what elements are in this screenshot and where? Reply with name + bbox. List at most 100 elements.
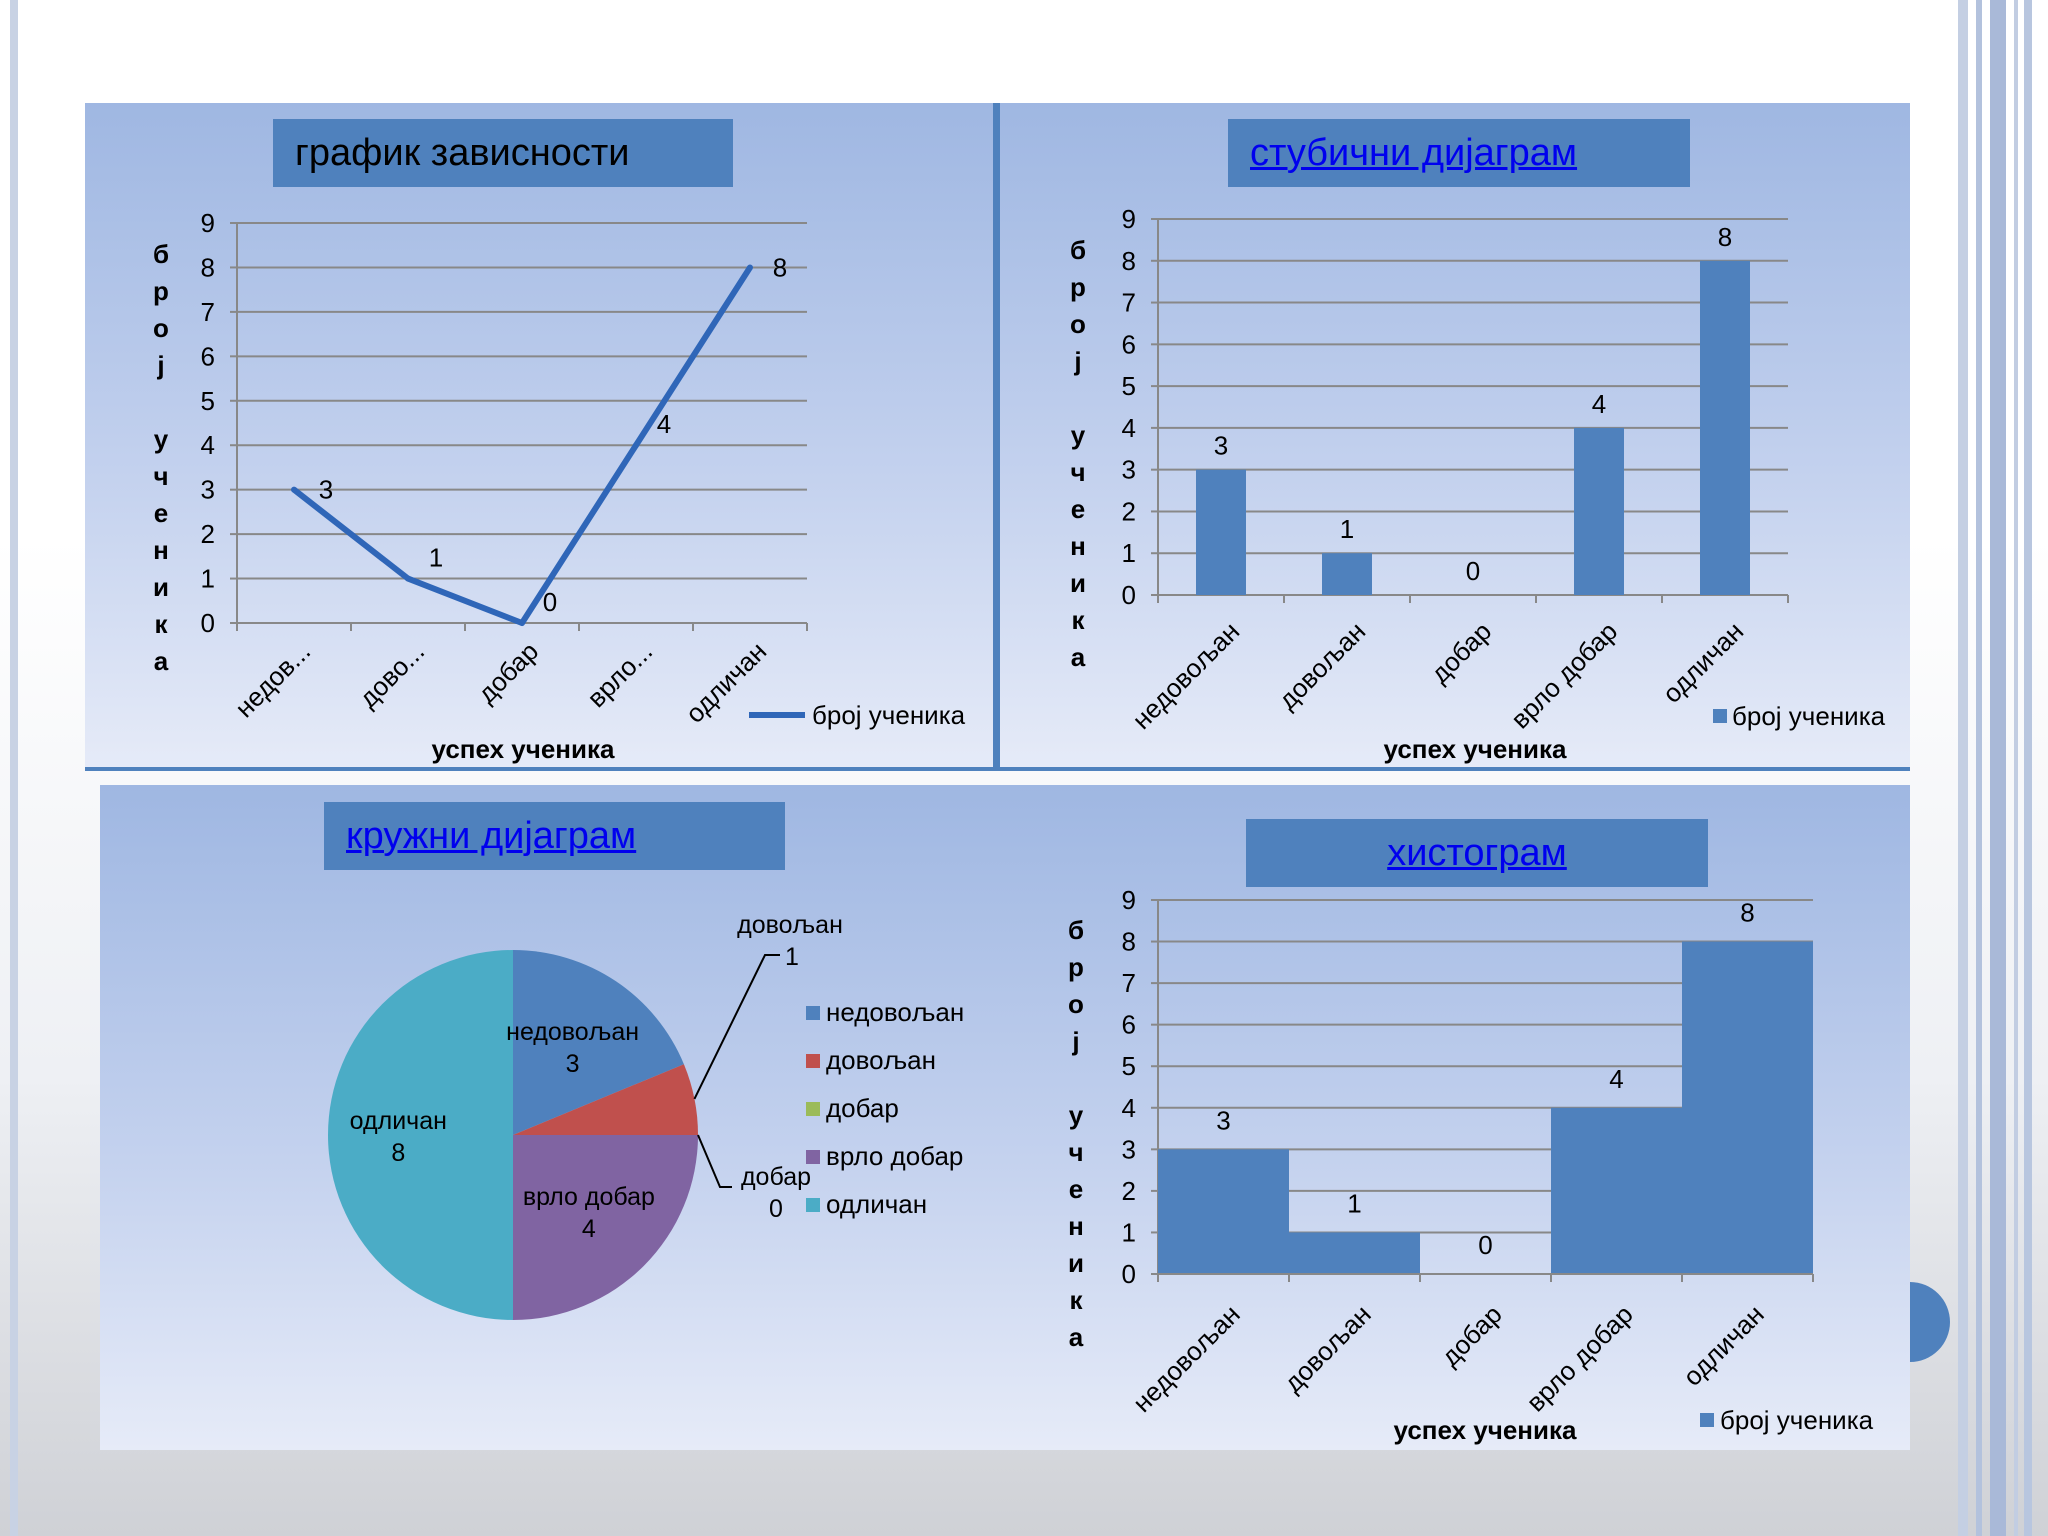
panel-separator [993, 103, 1000, 771]
y-axis-label-char: б [1068, 915, 1084, 945]
y-tick-label: 9 [1122, 885, 1136, 915]
x-tick-label: недов... [229, 636, 316, 723]
y-axis-label-char: к [154, 609, 168, 639]
y-tick-label: 4 [1122, 413, 1136, 443]
y-tick-label: 0 [1122, 1259, 1136, 1289]
data-label: 0 [1466, 556, 1480, 586]
y-axis-label-char: е [154, 498, 168, 528]
legend-swatch [806, 1150, 820, 1164]
x-tick-label: недовољан [1126, 616, 1245, 735]
y-tick-label: 3 [1122, 1134, 1136, 1164]
data-point [747, 264, 753, 271]
y-axis-label-char: к [1071, 605, 1085, 635]
y-tick-label: 7 [201, 297, 215, 327]
data-label: 0 [543, 587, 557, 617]
x-tick-label: врло добар [1520, 1299, 1638, 1417]
y-tick-label: 6 [201, 341, 215, 371]
x-tick-label: врло добар [1505, 616, 1623, 734]
histogram-bar [1551, 1107, 1682, 1274]
slice-label-value: 1 [785, 943, 799, 971]
legend-label: довољан [826, 1045, 936, 1075]
y-axis-label-char: а [1069, 1322, 1084, 1352]
legend-label: врло добар [826, 1141, 963, 1171]
x-axis-label: успех ученика [1394, 1415, 1577, 1445]
y-tick-label: 8 [1122, 246, 1136, 276]
y-tick-label: 5 [1122, 371, 1136, 401]
y-axis-label-char: и [1070, 568, 1086, 598]
y-axis-label-char: о [1070, 309, 1086, 339]
x-tick-label: добар [1425, 616, 1498, 689]
pie-slice [513, 950, 684, 1135]
x-axis-label: успех ученика [1384, 734, 1567, 764]
x-tick-label: довољан [1278, 1299, 1377, 1398]
histogram-chart: 0 1 2 3 4 5 6 7 8 9 број ученика успех ученика 3 1 0 4 8 н… [1068, 885, 1874, 1445]
leader-line [697, 1134, 732, 1188]
slice-label-category: недовољан [506, 1018, 639, 1046]
decor-bar [1990, 0, 2006, 1536]
x-tick-label: недовољан [1127, 1299, 1246, 1418]
decor-bar [1958, 0, 1968, 1536]
y-tick-label: 2 [1122, 496, 1136, 526]
y-tick-label: 2 [1122, 1176, 1136, 1206]
pie-chart: недовољан 3 врло добар 4 одличан 8 довољан 1 доб… [328, 911, 964, 1320]
y-axis-label-char: б [1070, 235, 1086, 265]
y-axis-label-char: ч [153, 461, 168, 491]
y-axis-label-char: у [1069, 1100, 1084, 1130]
pie-slice [328, 950, 513, 1320]
y-axis-label-char: р [1068, 952, 1084, 982]
y-axis-label-char: н [1070, 531, 1086, 561]
data-label: 8 [1718, 222, 1732, 252]
y-tick-label: 5 [1122, 1051, 1136, 1081]
slice-label-category: добар [741, 1163, 811, 1191]
legend-swatch [806, 1054, 820, 1068]
y-tick-label: 9 [1122, 204, 1136, 234]
panel-divider [1000, 767, 1910, 771]
y-axis-label-char: ч [1070, 457, 1085, 487]
histogram-bar [1158, 1149, 1289, 1274]
bar [1196, 469, 1246, 595]
y-tick-label: 0 [1122, 580, 1136, 610]
y-axis-label-char: ј [1073, 346, 1081, 376]
pie-slice [513, 1135, 698, 1320]
y-tick-label: 8 [1122, 927, 1136, 957]
slice-label-value: 0 [769, 1195, 783, 1223]
y-tick-label: 0 [201, 608, 215, 638]
bar-chart-title-link[interactable]: стубични дијаграм [1228, 119, 1690, 187]
x-tick-label: добар [1435, 1299, 1508, 1372]
data-label: 4 [657, 409, 671, 439]
decor-bar [2024, 0, 2032, 1536]
pie-chart-title-link[interactable]: кружни дијаграм [324, 802, 785, 870]
data-label: 3 [1214, 431, 1228, 461]
slice-label-value: 4 [582, 1215, 596, 1243]
histogram-title-link[interactable]: хистограм [1246, 819, 1708, 887]
data-label: 3 [1216, 1105, 1230, 1135]
data-point [405, 575, 411, 582]
data-label: 4 [1609, 1064, 1623, 1094]
y-tick-label: 4 [1122, 1093, 1136, 1123]
y-axis-label-char: е [1069, 1174, 1083, 1204]
decor-bar [10, 0, 18, 1536]
y-tick-label: 6 [1122, 1010, 1136, 1040]
data-label: 8 [1740, 898, 1754, 928]
bar [1700, 260, 1750, 595]
data-label: 4 [1592, 389, 1606, 419]
y-axis-label-char: у [1071, 420, 1086, 450]
legend-swatch [1700, 1413, 1714, 1427]
histogram-panel: хистограм 0 1 2 3 4 5 6 7 8 9 б р о ј у ч е н и к а успех уче… [1005, 785, 1910, 1450]
y-tick-label: 8 [201, 252, 215, 282]
legend-swatch [806, 1198, 820, 1212]
y-axis-label-char: н [153, 535, 169, 565]
pie-chart-panel: кружни дијаграм недовољан 3 врло добар 4 одл… [100, 785, 1005, 1450]
x-tick-label: добар [472, 636, 545, 709]
y-tick-label: 7 [1122, 288, 1136, 318]
legend-label: број ученика [812, 700, 966, 730]
slice-label-category: врло добар [523, 1183, 655, 1211]
y-tick-label: 4 [201, 430, 215, 460]
y-tick-label: 1 [1122, 1217, 1136, 1247]
y-axis-label-char: у [154, 424, 169, 454]
legend-swatch [1713, 709, 1727, 723]
pie-slice [513, 1064, 698, 1135]
panel-divider [85, 767, 993, 771]
data-label: 1 [429, 543, 443, 573]
